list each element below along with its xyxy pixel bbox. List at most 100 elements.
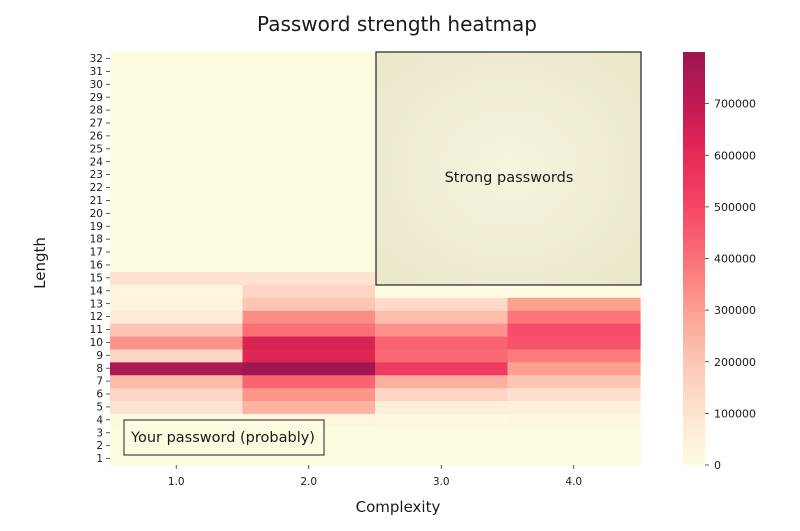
heatmap-cell bbox=[110, 193, 244, 208]
colorbar-tick-label: 100000 bbox=[714, 407, 756, 420]
heatmap-cell bbox=[242, 168, 376, 182]
x-tick-label: 2.0 bbox=[300, 476, 317, 488]
heatmap-cell bbox=[110, 335, 244, 350]
x-tick-label: 3.0 bbox=[433, 476, 450, 488]
heatmap-cell bbox=[242, 77, 376, 92]
colorbar-tick-label: 300000 bbox=[714, 304, 756, 317]
colorbar-tick-label: 500000 bbox=[714, 201, 756, 214]
colorbar-ticks: 0 100000 200000 300000 400000 500000 600000 700… bbox=[705, 98, 756, 472]
y-tick-label: 22 bbox=[90, 182, 103, 194]
heatmap-cell bbox=[110, 374, 244, 389]
heatmap-cell bbox=[110, 103, 244, 118]
y-tick-label: 20 bbox=[90, 208, 103, 220]
heatmap-cell bbox=[110, 271, 244, 285]
heatmap-cell bbox=[110, 90, 244, 105]
heatmap-cell bbox=[110, 400, 244, 414]
heatmap-cell bbox=[507, 439, 641, 453]
heatmap-cell bbox=[242, 245, 376, 260]
heatmap-cell bbox=[375, 297, 509, 311]
heatmap-cell bbox=[375, 387, 509, 402]
y-tick-label: 26 bbox=[90, 130, 104, 142]
y-tick-label: 4 bbox=[96, 414, 103, 426]
heatmap-cell bbox=[110, 245, 244, 260]
heatmap-cell bbox=[110, 310, 244, 324]
heatmap-cell bbox=[375, 361, 509, 376]
y-tick-label: 16 bbox=[90, 260, 104, 272]
y-tick-label: 14 bbox=[90, 285, 104, 297]
y-tick-label: 8 bbox=[96, 363, 103, 375]
y-tick-label: 7 bbox=[96, 376, 103, 388]
colorbar-tick-label: 400000 bbox=[714, 253, 756, 266]
heatmap-cell bbox=[242, 348, 376, 363]
y-tick-label: 19 bbox=[90, 221, 103, 233]
y-axis-label: Length bbox=[31, 237, 49, 289]
heatmap-cell bbox=[110, 116, 244, 131]
heatmap-cell bbox=[507, 374, 641, 389]
heatmap-cell bbox=[242, 297, 376, 311]
y-axis-ticks: 1234567891011121314151617181920212223242… bbox=[90, 53, 110, 465]
heatmap-cell bbox=[110, 142, 244, 156]
y-tick-label: 10 bbox=[90, 337, 103, 349]
x-tick-label: 4.0 bbox=[565, 476, 582, 488]
y-tick-label: 31 bbox=[90, 66, 103, 78]
heatmap-cell bbox=[507, 348, 641, 363]
y-tick-label: 17 bbox=[90, 247, 103, 259]
colorbar-tick-label: 200000 bbox=[714, 356, 756, 369]
x-tick-label: 1.0 bbox=[168, 476, 185, 488]
heatmap-cell bbox=[242, 181, 376, 195]
heatmap-cell bbox=[242, 271, 376, 285]
heatmap-cell bbox=[110, 284, 244, 298]
y-tick-label: 2 bbox=[96, 440, 103, 452]
heatmap-cell bbox=[110, 64, 244, 79]
colorbar-tick-label: 0 bbox=[714, 459, 721, 472]
heatmap-cell bbox=[507, 452, 641, 466]
y-tick-label: 13 bbox=[90, 298, 103, 310]
heatmap-cell bbox=[507, 361, 641, 376]
heatmap-cell bbox=[242, 284, 376, 298]
heatmap-cell bbox=[242, 219, 376, 234]
colorbar-tick-label: 600000 bbox=[714, 149, 756, 162]
y-tick-label: 3 bbox=[96, 427, 103, 439]
colorbar bbox=[683, 52, 705, 465]
heatmap-cell bbox=[242, 116, 376, 131]
heatmap-cell bbox=[110, 297, 244, 311]
heatmap-cell bbox=[507, 387, 641, 402]
strong-passwords-label: Strong passwords bbox=[445, 170, 574, 186]
y-tick-label: 9 bbox=[96, 350, 103, 362]
heatmap-cell bbox=[110, 219, 244, 234]
heatmap-cell bbox=[375, 284, 509, 298]
heatmap-cell bbox=[110, 181, 244, 195]
y-tick-label: 28 bbox=[90, 105, 103, 117]
y-tick-label: 27 bbox=[90, 118, 103, 130]
colorbar-tick-label: 700000 bbox=[714, 98, 756, 111]
heatmap-cell bbox=[375, 439, 509, 453]
heatmap-cell bbox=[110, 361, 244, 376]
your-password-box bbox=[123, 419, 325, 456]
y-tick-label: 25 bbox=[90, 143, 103, 155]
y-tick-label: 15 bbox=[90, 272, 103, 284]
y-tick-label: 18 bbox=[90, 234, 103, 246]
heatmap-cell bbox=[242, 129, 376, 143]
x-axis-ticks: 1.0 2.0 3.0 4.0 bbox=[168, 465, 582, 488]
chart-title: Password strength heatmap bbox=[257, 12, 537, 36]
y-tick-label: 30 bbox=[90, 79, 103, 91]
heatmap-cell bbox=[242, 52, 376, 66]
heatmap-cell bbox=[242, 232, 376, 247]
y-tick-label: 6 bbox=[96, 389, 103, 401]
y-tick-label: 23 bbox=[90, 169, 103, 181]
heatmap-cell bbox=[242, 310, 376, 324]
y-tick-label: 21 bbox=[90, 195, 103, 207]
heatmap-cell bbox=[110, 232, 244, 247]
heatmap-cell bbox=[375, 348, 509, 363]
heatmap-cell bbox=[242, 258, 376, 273]
heatmap-cell bbox=[110, 387, 244, 402]
heatmap-cell bbox=[242, 155, 376, 169]
heatmap-cell bbox=[507, 310, 641, 324]
heatmap-cell bbox=[242, 387, 376, 402]
heatmap-cell bbox=[242, 206, 376, 221]
heatmap-cell bbox=[110, 52, 244, 66]
heatmap-cell bbox=[110, 155, 244, 169]
your-password-label: Your password (probably) bbox=[130, 430, 315, 446]
heatmap-cell bbox=[507, 426, 641, 440]
